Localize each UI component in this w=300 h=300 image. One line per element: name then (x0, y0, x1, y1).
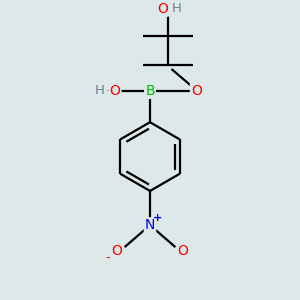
Text: O: O (112, 244, 123, 258)
Text: +: + (153, 213, 162, 223)
Text: -: - (105, 251, 110, 264)
Text: -: - (106, 84, 110, 98)
Text: O: O (177, 244, 188, 258)
Text: B: B (145, 84, 155, 98)
Text: N: N (145, 218, 155, 232)
Text: O: O (157, 2, 168, 16)
Text: O: O (110, 84, 121, 98)
Text: H: H (95, 84, 105, 98)
Text: O: O (191, 84, 202, 98)
Text: H: H (171, 2, 181, 15)
